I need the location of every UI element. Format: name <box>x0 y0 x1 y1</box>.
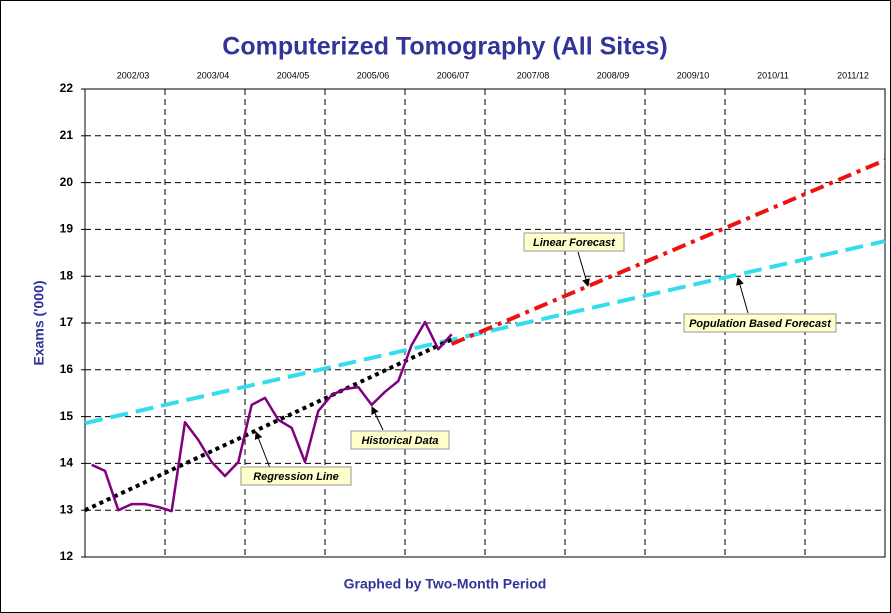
series-line <box>450 158 886 346</box>
series-line <box>84 239 886 426</box>
y-tick-label: 15 <box>60 409 74 423</box>
x-category-label: 2011/12 <box>837 70 869 80</box>
series-line <box>84 337 453 513</box>
plot-frame <box>84 88 886 558</box>
y-tick-label: 17 <box>60 315 74 329</box>
callout-arrow <box>254 431 271 469</box>
y-tick-label: 16 <box>60 362 74 376</box>
x-category-label: 2003/04 <box>197 70 230 80</box>
y-tick-label: 21 <box>60 128 74 142</box>
callout-arrow <box>371 406 384 431</box>
y-tick-label: 22 <box>60 81 74 95</box>
y-tick-label: 12 <box>60 549 74 563</box>
y-tick-label: 20 <box>60 175 74 189</box>
x-category-label: 2010/11 <box>757 70 789 80</box>
x-category-label: 2006/07 <box>437 70 470 80</box>
callout-label: Linear Forecast <box>533 237 616 249</box>
callout-box <box>523 232 625 252</box>
y-tick-label: 13 <box>60 502 74 516</box>
y-tick-label: 18 <box>60 268 74 282</box>
y-axis-label: Exams ('000) <box>31 280 47 365</box>
callout-box <box>240 466 352 486</box>
x-category-label: 2008/09 <box>597 70 630 80</box>
x-category-label: 2009/10 <box>677 70 710 80</box>
callout-label: Regression Line <box>253 471 339 483</box>
callout-label: Population Based Forecast <box>689 318 832 330</box>
series-line <box>91 320 453 513</box>
y-tick-label: 19 <box>60 222 74 236</box>
chart-title: Computerized Tomography (All Sites) <box>222 33 667 61</box>
x-category-label: 2002/03 <box>117 70 150 80</box>
callout-arrow <box>577 251 590 287</box>
x-category-label: 2007/08 <box>517 70 550 80</box>
y-tick-label: 14 <box>60 456 74 470</box>
callout-label: Historical Data <box>361 435 438 447</box>
callout-box <box>683 313 837 333</box>
x-category-label: 2005/06 <box>357 70 390 80</box>
x-category-label: 2004/05 <box>277 70 310 80</box>
x-axis-label: Graphed by Two-Month Period <box>344 576 547 592</box>
callout-box <box>350 430 450 450</box>
callout-arrow <box>736 277 749 314</box>
